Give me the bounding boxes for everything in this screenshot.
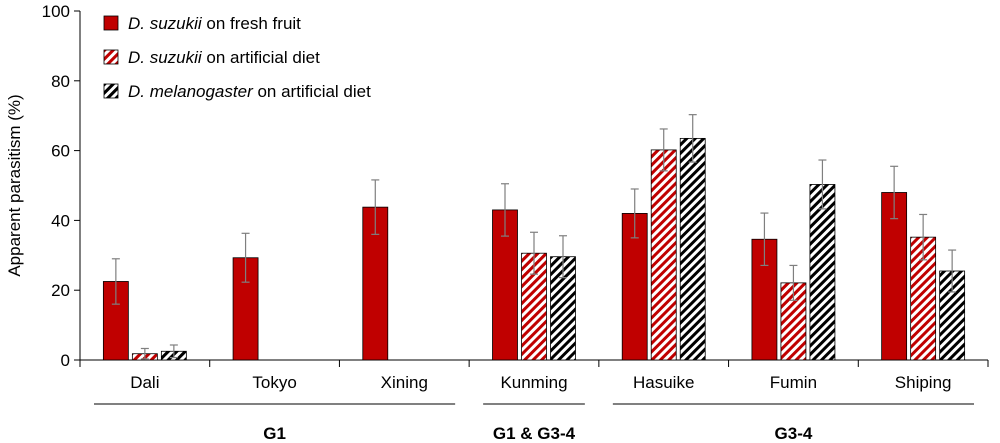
group-label: G1 xyxy=(263,424,286,443)
legend-swatch xyxy=(103,15,119,31)
legend-label-species: D. suzukii xyxy=(128,14,203,33)
y-tick-label: 80 xyxy=(51,72,70,91)
bar xyxy=(679,137,706,361)
x-tick-label: Shiping xyxy=(895,373,952,392)
x-tick-label: Dali xyxy=(130,373,159,392)
y-tick-label: 60 xyxy=(51,142,70,161)
y-tick-label: 100 xyxy=(42,2,70,21)
error-bars xyxy=(111,114,957,360)
x-tick-label: Fumin xyxy=(770,373,817,392)
legend-label-species: D. melanogaster xyxy=(128,82,254,101)
group-label: G1 & G3-4 xyxy=(493,424,576,443)
axes: 0 20 40 60 80 100 Apparent parasitism (%) Dali T… xyxy=(5,2,989,392)
legend-label: D. melanogaster on artificial diet xyxy=(128,82,371,101)
x-tick-label: Kunming xyxy=(500,373,567,392)
group-label: G3-4 xyxy=(775,424,813,443)
legend-swatch xyxy=(103,49,119,65)
bar xyxy=(650,149,677,361)
y-tick-label: 20 xyxy=(51,281,70,300)
legend-label-condition: on artificial diet xyxy=(253,82,371,101)
legend-label-condition: on fresh fruit xyxy=(202,14,301,33)
legend-swatch xyxy=(103,83,119,99)
y-tick-label: 40 xyxy=(51,211,70,230)
legend-label: D. suzukii on artificial diet xyxy=(128,48,320,67)
bar xyxy=(881,192,908,361)
legend-label-condition: on artificial diet xyxy=(202,48,320,67)
x-tick-label: Hasuike xyxy=(633,373,694,392)
x-tick-label: Tokyo xyxy=(252,373,296,392)
legend-label: D. suzukii on fresh fruit xyxy=(128,14,301,33)
y-tick-label: 0 xyxy=(61,351,70,370)
x-tick-label: Xining xyxy=(381,373,428,392)
group-labels: G1 G1 & G3-4 G3-4 xyxy=(94,403,974,443)
y-axis-label: Apparent parasitism (%) xyxy=(5,94,24,276)
bar xyxy=(809,184,836,361)
legend-label-species: D. suzukii xyxy=(128,48,203,67)
